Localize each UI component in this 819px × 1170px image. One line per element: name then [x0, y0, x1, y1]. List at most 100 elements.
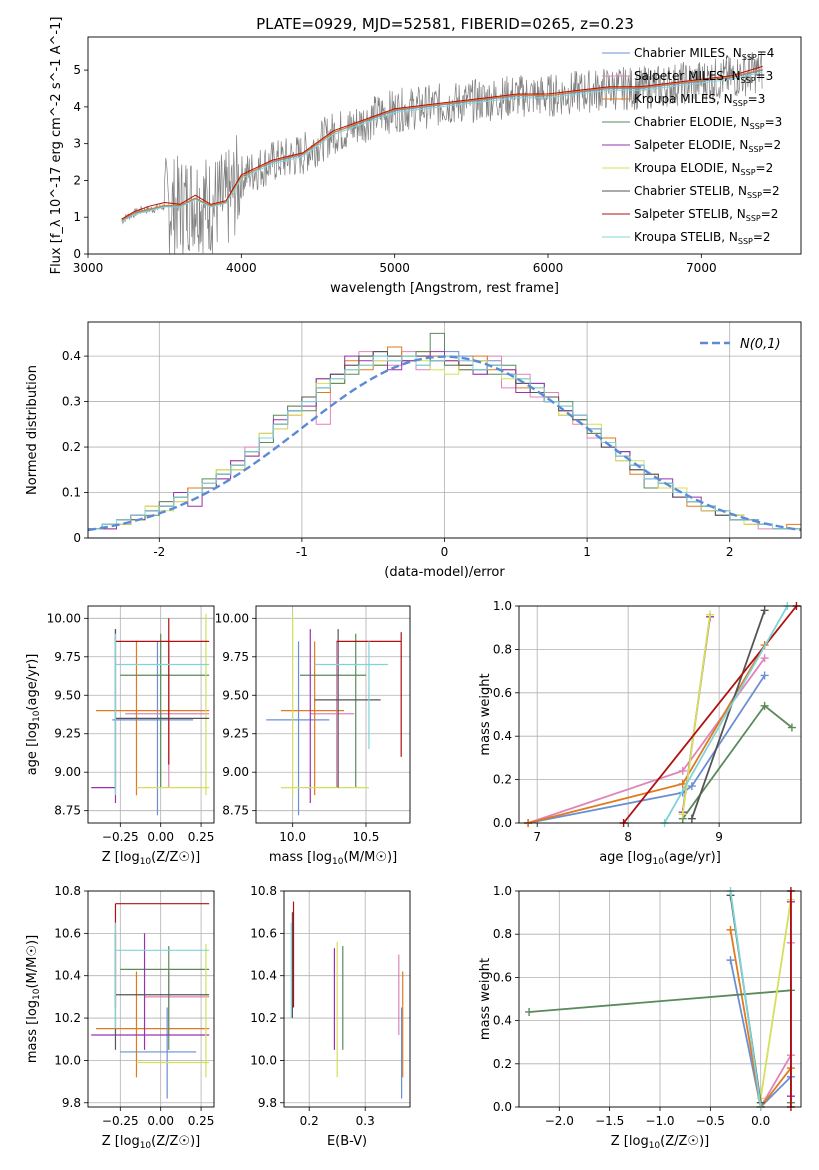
label-part: Z [log	[102, 850, 140, 865]
spectrum-data-line	[121, 51, 763, 254]
y-tick-label: 0.1	[62, 486, 81, 500]
x-tick-label: 8	[624, 830, 632, 844]
weight-point-marker	[678, 766, 687, 775]
label-subscript: 10	[32, 988, 42, 1000]
y-tick-label: 10.6	[54, 926, 81, 940]
weight-point-marker	[687, 782, 696, 791]
x-tick-label: 9	[715, 830, 723, 844]
y-tick-label: 10.0	[54, 1053, 81, 1067]
label-subscript: 10	[140, 1141, 152, 1151]
y-tick-label: 0.8	[493, 927, 512, 941]
y-tick-label: 1.0	[493, 884, 512, 898]
label-part: (Z/Z☉)]	[151, 1134, 200, 1149]
y-tick-label: 0.6	[493, 686, 512, 700]
y-tick-label: 9.00	[222, 765, 249, 779]
y-tick-label: 1.0	[493, 599, 512, 613]
y-tick-label: 0.0	[493, 1100, 512, 1114]
weight-point-marker	[687, 814, 696, 823]
y-tick-label: 0.6	[493, 970, 512, 984]
y-axis-label: age [log10(age/yr)]	[25, 654, 42, 776]
x-tick-label: 2	[726, 545, 734, 559]
weight-point-marker	[726, 925, 735, 934]
weight-point-marker	[678, 810, 687, 819]
legend-label-main: Kroupa ELODIE, N	[634, 161, 741, 175]
y-tick-label: 1	[73, 210, 81, 224]
y-axis-label: Normed distribution	[25, 365, 40, 495]
y-tick-label: 9.25	[222, 727, 249, 741]
weight-point-marker	[760, 606, 769, 615]
spectrum-model-line	[121, 68, 763, 221]
legend-label-tail: =2	[761, 207, 779, 221]
age-vs-mass-panel: 10.0 10.5 8.75 9.00 9.25 9.50 9.75 10.00 mass [l…	[215, 605, 411, 867]
y-tick-label: 10.6	[250, 926, 277, 940]
x-tick-label: 10.0	[279, 830, 306, 844]
x-axis-label: Z [log10(Z/Z☉)]	[611, 1134, 709, 1151]
x-axis-label: Z [log10(Z/Z☉)]	[102, 1134, 200, 1151]
x-tick-label: 0.25	[188, 1114, 215, 1128]
weight-line	[759, 899, 792, 1099]
label-part: (M/M☉)]	[343, 850, 397, 865]
legend-label-tail: =2	[756, 161, 774, 175]
legend-label-main: Chabrier STELIB, N	[634, 184, 747, 198]
weight-point-marker	[760, 671, 769, 680]
axes-frame	[87, 36, 802, 255]
label-part: (Z/Z☉)]	[151, 850, 200, 865]
axes-frame	[87, 605, 215, 824]
legend-label-tail: =3	[756, 69, 774, 83]
y-tick-label: 10.8	[250, 884, 277, 898]
y-tick-label: 0.2	[493, 773, 512, 787]
x-tick-label: −1.5	[595, 1114, 624, 1128]
label-part: Z [log	[611, 1134, 649, 1149]
legend-label-tail: =4	[757, 46, 775, 60]
legend-label: Salpeter STELIB, NSSP=2	[634, 207, 778, 223]
y-tick-label: 10.4	[54, 969, 81, 983]
age-vs-Z-panel: −0.25 0.00 0.25 8.75 9.00 9.25 9.50 9.75 10.00 Z …	[25, 605, 215, 867]
label-part: mass [log	[269, 850, 332, 865]
y-tick-label: 8.75	[222, 804, 249, 818]
weight-point-marker	[760, 701, 769, 710]
x-axis-label: mass [log10(M/M☉)]	[269, 850, 397, 867]
x-tick-label: 0.0	[751, 1114, 770, 1128]
legend-label: Salpeter MILES, NSSP=3	[634, 69, 773, 85]
x-tick-label: 10.5	[353, 830, 380, 844]
axes-frame	[283, 890, 411, 1108]
x-tick-label: 7000	[686, 261, 717, 275]
legend-label-main: Salpeter ELODIE, N	[634, 138, 748, 152]
x-tick-label: 6000	[533, 261, 564, 275]
axes-frame	[518, 605, 802, 824]
legend-label-sub: SSP	[746, 214, 761, 223]
legend-label-tail: =3	[765, 115, 783, 129]
weight-point-marker	[706, 610, 715, 619]
x-axis-label: E(B-V)	[327, 1134, 367, 1149]
label-part: (Z/Z☉)]	[660, 1134, 709, 1149]
y-tick-label: 9.50	[222, 688, 249, 702]
y-tick-label: 10.4	[250, 969, 277, 983]
y-tick-label: 9.8	[62, 1096, 81, 1110]
x-tick-label: −2.0	[545, 1114, 574, 1128]
legend-label-main: Kroupa MILES, N	[634, 92, 733, 106]
y-tick-label: 0.4	[493, 1014, 512, 1028]
y-tick-label: 9.50	[54, 688, 81, 702]
x-tick-label: 4000	[226, 261, 257, 275]
label-subscript: 10	[332, 857, 344, 867]
y-axis-label: Flux [f_λ 10^-17 erg cm^-2 s^-1 A^-1]	[49, 17, 64, 275]
y-tick-label: 0.4	[493, 729, 512, 743]
y-tick-label: 10.2	[250, 1011, 277, 1025]
y-tick-label: 10.0	[250, 1053, 277, 1067]
label-part: Z [log	[102, 1134, 140, 1149]
x-tick-label: 0	[441, 545, 449, 559]
x-tick-label: −1.0	[645, 1114, 674, 1128]
legend-label-tail: =2	[762, 184, 780, 198]
y-tick-label: 8.75	[54, 804, 81, 818]
x-axis-label: wavelength [Angstrom, rest frame]	[330, 281, 559, 296]
y-tick-label: 4	[73, 100, 81, 114]
legend-label-sub: SSP	[742, 53, 757, 62]
legend-label-main: Chabrier ELODIE, N	[634, 115, 750, 129]
weight-line	[663, 605, 789, 824]
x-tick-label: 0.2	[300, 1114, 319, 1128]
x-tick-label: -1	[296, 545, 308, 559]
legend-label-sub: SSP	[738, 237, 753, 246]
legend-label-sub: SSP	[741, 168, 756, 177]
x-axis-label: age [log10(age/yr)]	[599, 850, 721, 867]
